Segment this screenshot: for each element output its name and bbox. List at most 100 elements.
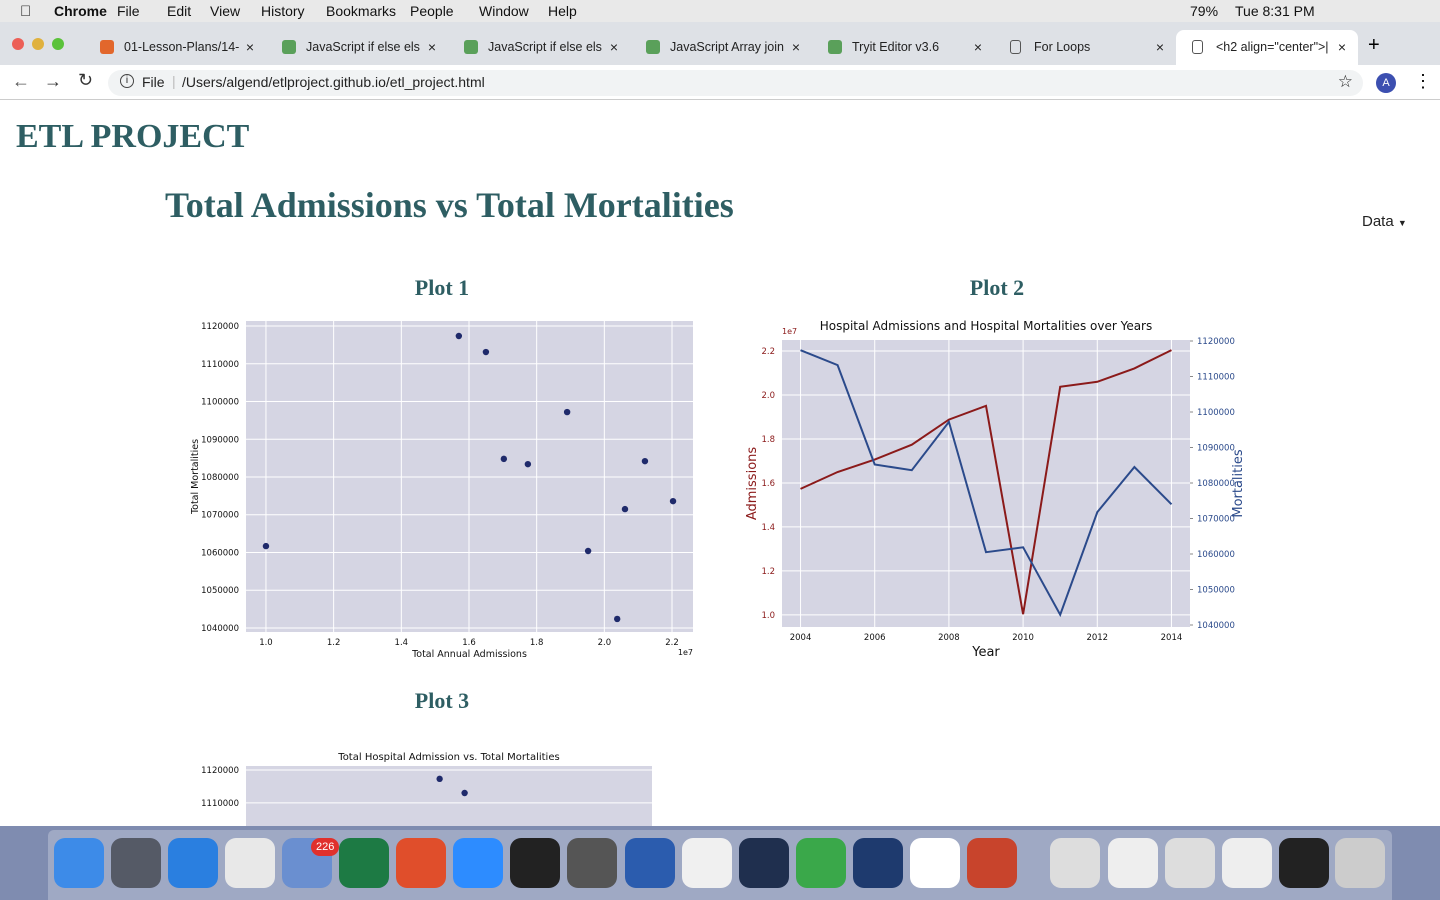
series-line	[800, 349, 1173, 618]
y-tick-label: 1110000	[201, 360, 239, 370]
tab[interactable]: JavaScript if else els ×	[448, 30, 630, 65]
dock-icon[interactable]	[396, 838, 446, 888]
chart-title: Hospital Admissions and Hospital Mortali…	[820, 319, 1153, 333]
minimize-window[interactable]	[32, 38, 44, 50]
tab-close[interactable]: ×	[609, 39, 618, 55]
y-tick-label: 1.8	[761, 435, 775, 445]
y2-tick-label: 1110000	[1197, 372, 1235, 382]
tab-icon	[282, 40, 296, 54]
zoom-window[interactable]	[52, 38, 64, 50]
info-icon[interactable]: i	[120, 74, 134, 88]
dock-icon[interactable]	[1050, 838, 1100, 888]
dock-icon[interactable]	[225, 838, 275, 888]
y-tick-label: 1070000	[201, 511, 239, 521]
point	[262, 542, 270, 550]
battery[interactable]: 79%	[1190, 3, 1219, 19]
tab-title: JavaScript Array join	[670, 40, 784, 54]
dock-icon[interactable]	[967, 838, 1017, 888]
dock-icon[interactable]	[1108, 838, 1158, 888]
dock-icon[interactable]	[1165, 838, 1215, 888]
close-window[interactable]	[12, 38, 24, 50]
clock[interactable]: Tue 8:31 PM	[1235, 3, 1315, 19]
tab-close[interactable]: ×	[791, 39, 800, 55]
y-offset-label: 1e7	[782, 327, 797, 336]
menu-item[interactable]: Bookmarks	[326, 3, 397, 19]
tab[interactable]: JavaScript Array join ×	[630, 30, 812, 65]
y-tick-label: 1120000	[201, 766, 239, 776]
page-content: ETL PROJECT Total Admissions vs Total Mo…	[0, 100, 1440, 826]
menu-item[interactable]: Window	[479, 3, 529, 19]
tab[interactable]: Tryit Editor v3.6 ×	[812, 30, 994, 65]
menu-button[interactable]: ⋮	[1414, 71, 1432, 91]
tab-close[interactable]: ×	[245, 39, 254, 55]
tab[interactable]: 01-Lesson-Plans/14- ×	[84, 30, 266, 65]
y-tick-label: 1050000	[201, 586, 239, 596]
y-tick-label: 1.0	[761, 611, 775, 621]
tab[interactable]: <h2 align="center">| ×	[1176, 30, 1358, 65]
dock-icon[interactable]	[796, 838, 846, 888]
menu-item[interactable]: Edit	[167, 3, 192, 19]
menu-item[interactable]: File	[117, 3, 140, 19]
dock-icon[interactable]	[853, 838, 903, 888]
new-tab[interactable]: +	[1368, 34, 1380, 56]
brand[interactable]: ETL PROJECT	[16, 118, 250, 155]
dock-icon[interactable]	[1279, 838, 1329, 888]
dock-icon[interactable]	[567, 838, 617, 888]
y-axis-label: Total Mortalities	[190, 439, 201, 515]
y-tick-label: 1040000	[201, 624, 239, 634]
point	[669, 497, 677, 505]
dock-icon[interactable]	[510, 838, 560, 888]
y-tick-label: 1110000	[201, 799, 239, 809]
back-button[interactable]: ←	[12, 71, 30, 91]
dock-icon[interactable]	[1222, 838, 1272, 888]
tab[interactable]: JavaScript if else els ×	[266, 30, 448, 65]
point	[621, 505, 629, 513]
dock-icon[interactable]	[1335, 838, 1385, 888]
x-tick-label: 1.0	[259, 638, 273, 648]
page-heading: Total Admissions vs Total Mortalities	[165, 185, 734, 225]
dock-icon[interactable]	[625, 838, 675, 888]
dock-icon[interactable]	[111, 838, 161, 888]
y2-tick-label: 1090000	[1197, 444, 1235, 454]
tab-title: 01-Lesson-Plans/14-	[124, 40, 240, 54]
omnibox[interactable]: i File | /Users/algend/etlproject.github…	[108, 70, 1363, 96]
y2-tick-label: 1100000	[1197, 408, 1235, 418]
y-axis-label: Admissions	[745, 447, 760, 521]
menu-item[interactable]: View	[210, 3, 241, 19]
y-tick-label: 2.0	[761, 391, 775, 401]
tab-close[interactable]: ×	[1337, 39, 1346, 55]
tab[interactable]: For Loops ×	[994, 30, 1176, 65]
tab-close[interactable]: ×	[1155, 39, 1164, 55]
menu-bar:  Chrome 79% Tue 8:31 PM File Edit View His…	[0, 0, 1440, 22]
plot-heading: Plot 1	[414, 275, 470, 300]
forward-button[interactable]: →	[44, 71, 62, 91]
tab-close[interactable]: ×	[427, 39, 436, 55]
y-tick-label: 1.4	[761, 523, 775, 533]
menu-item[interactable]: Help	[548, 3, 577, 19]
dock-icon[interactable]	[339, 838, 389, 888]
tab-icon	[464, 40, 478, 54]
dock-icon[interactable]	[54, 838, 104, 888]
reload-button[interactable]: ↻	[78, 70, 94, 90]
y2-tick-label: 1060000	[1197, 550, 1235, 560]
data-dropdown[interactable]: Data ▼	[1362, 213, 1407, 230]
menu-item[interactable]: History	[261, 3, 305, 19]
profile-avatar[interactable]: A	[1376, 73, 1396, 93]
point	[436, 775, 443, 783]
x-tick-label: 2.2	[665, 638, 679, 648]
dock-icon[interactable]	[453, 838, 503, 888]
dock-icon[interactable]	[168, 838, 218, 888]
tab-close[interactable]: ×	[973, 39, 982, 55]
bookmark-star[interactable]: ☆	[1337, 72, 1353, 91]
dock-icon[interactable]	[910, 838, 960, 888]
url: /Users/algend/etlproject.github.io/etl_p…	[182, 74, 485, 90]
dock-icon[interactable]	[739, 838, 789, 888]
tab-title: JavaScript if else els	[306, 40, 420, 54]
dock-icon[interactable]	[682, 838, 732, 888]
app-menu[interactable]: Chrome	[54, 3, 107, 19]
apple-menu[interactable]: 	[20, 3, 31, 20]
y-axis-label: Mortalities	[1231, 449, 1246, 518]
menu-item[interactable]: People	[410, 3, 454, 19]
tab-title: For Loops	[1034, 40, 1091, 54]
